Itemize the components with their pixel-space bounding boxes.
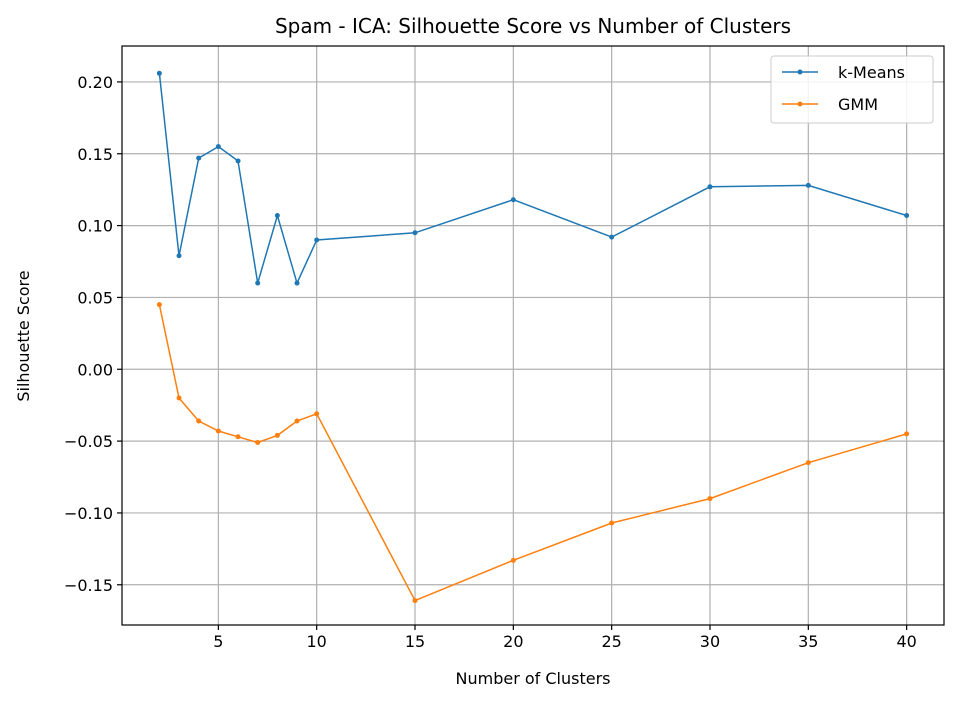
data-point-gmm <box>294 418 300 424</box>
y-tick-label: −0.15 <box>64 576 113 595</box>
data-point-k-means <box>609 234 615 240</box>
y-tick-label: 0.05 <box>77 288 113 307</box>
x-tick-label: 15 <box>405 632 425 651</box>
y-tick-label: 0.15 <box>77 145 113 164</box>
data-point-gmm <box>805 460 811 466</box>
data-point-k-means <box>215 144 221 150</box>
data-point-k-means <box>156 70 162 76</box>
x-tick-label: 10 <box>307 632 327 651</box>
data-point-gmm <box>176 395 182 401</box>
data-point-k-means <box>196 155 202 161</box>
y-axis-ticks: 0.20 0.15 0.10 0.05 0.00 −0.05 −0.10 −0.15 <box>64 73 122 595</box>
series-line-gmm <box>158 304 907 602</box>
legend-label-k-means: k-Means <box>838 63 905 82</box>
y-tick-label: −0.10 <box>64 504 113 523</box>
data-point-gmm <box>707 496 713 502</box>
x-tick-label: 25 <box>601 632 621 651</box>
x-tick-label: 40 <box>896 632 916 651</box>
data-point-k-means <box>176 253 182 259</box>
data-point-gmm <box>904 431 910 437</box>
legend: k-Means GMM <box>770 55 934 124</box>
y-tick-label: 0.20 <box>77 73 113 92</box>
y-tick-label: −0.05 <box>64 432 113 451</box>
grid-lines <box>122 46 944 625</box>
legend-marker-gmm <box>797 101 803 107</box>
x-tick-label: 5 <box>213 632 223 651</box>
x-tick-label: 20 <box>503 632 523 651</box>
data-point-gmm <box>314 411 320 417</box>
data-point-gmm <box>235 434 241 440</box>
x-axis-label: Number of Clusters <box>456 669 611 688</box>
data-point-gmm <box>196 418 202 424</box>
data-point-gmm <box>215 428 221 434</box>
data-point-k-means <box>707 184 713 190</box>
legend-marker-k-means <box>797 69 803 75</box>
data-point-gmm <box>255 440 261 446</box>
data-point-k-means <box>235 158 241 164</box>
data-point-k-means <box>314 237 320 243</box>
data-point-k-means <box>274 213 280 219</box>
x-tick-label: 30 <box>700 632 720 651</box>
x-axis-ticks: 5 10 15 20 25 30 35 40 <box>213 625 917 651</box>
x-tick-label: 35 <box>798 632 818 651</box>
series-group <box>156 70 910 604</box>
data-point-k-means <box>904 213 910 219</box>
chart-title: Spam - ICA: Silhouette Score vs Number o… <box>275 14 791 38</box>
data-point-gmm <box>510 557 516 563</box>
data-point-k-means <box>294 280 300 286</box>
data-point-k-means <box>805 182 811 188</box>
data-point-k-means <box>412 230 418 236</box>
plot-frame <box>121 45 945 626</box>
data-point-gmm <box>274 432 280 438</box>
data-point-gmm <box>412 598 418 604</box>
legend-label-gmm: GMM <box>838 95 878 114</box>
y-axis-label: Silhouette Score <box>14 270 33 401</box>
data-point-gmm <box>609 520 615 526</box>
data-point-k-means <box>255 280 261 286</box>
data-point-gmm <box>156 302 162 308</box>
data-point-k-means <box>510 197 516 203</box>
y-tick-label: 0.00 <box>77 360 113 379</box>
y-tick-label: 0.10 <box>77 217 113 236</box>
